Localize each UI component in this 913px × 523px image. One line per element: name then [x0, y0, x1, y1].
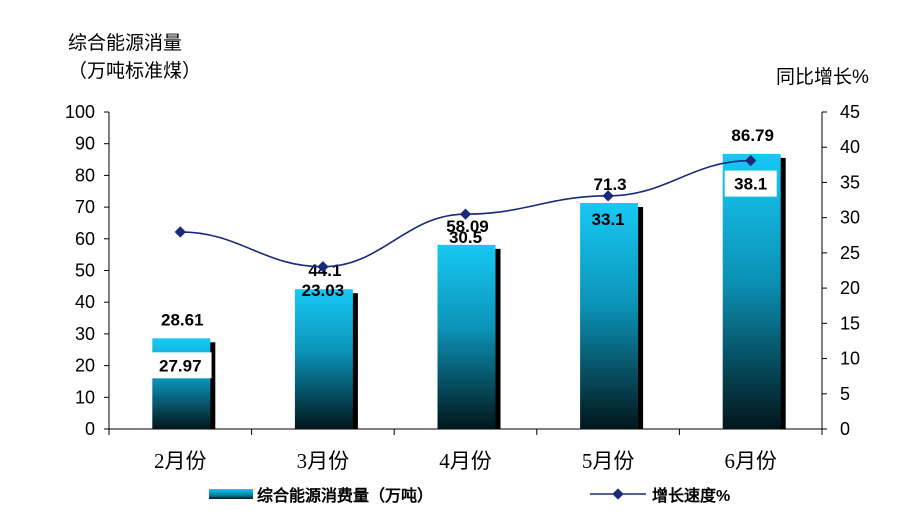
right-tick-label: 25	[840, 243, 860, 263]
left-tick-label: 0	[85, 419, 95, 439]
legend-bar-swatch	[209, 489, 253, 499]
x-category-label: 6月份	[724, 449, 777, 473]
x-category-label: 5月份	[582, 449, 635, 473]
legend-line-swatch	[590, 488, 646, 500]
left-tick-label: 90	[75, 134, 95, 154]
right-tick-label: 20	[840, 278, 860, 298]
legend-item-bar-series: 综合能源消费量（万吨）	[209, 482, 433, 506]
left-tick-label: 20	[75, 356, 95, 376]
x-category-label: 2月份	[154, 449, 207, 473]
right-tick-label: 5	[840, 384, 850, 404]
growth-value-label: 38.1	[734, 175, 767, 194]
growth-value-label: 23.03	[302, 281, 345, 300]
bar	[437, 244, 496, 429]
growth-value-label: 33.1	[592, 210, 625, 229]
bar	[722, 153, 781, 429]
x-category-label: 4月份	[439, 449, 492, 473]
left-axis-title-line-1: 综合能源消量	[68, 33, 183, 54]
growth-point	[745, 154, 757, 167]
growth-point	[317, 261, 329, 273]
left-tick-label: 30	[75, 324, 95, 344]
bar-value-label: 86.79	[731, 126, 774, 145]
growth-point	[459, 208, 472, 220]
right-tick-label: 30	[840, 208, 860, 228]
bar	[152, 338, 211, 429]
x-category-label: 3月份	[297, 449, 350, 473]
right-axis-title: 同比增长%	[776, 67, 869, 88]
growth-point	[602, 190, 614, 202]
left-tick-label: 60	[75, 229, 95, 249]
growth-value-label: 30.5	[449, 228, 482, 247]
legend-bar-label: 综合能源消费量（万吨）	[257, 488, 434, 505]
left-axis-title-line-2: （万吨标准煤）	[68, 61, 202, 82]
left-axis-title: 综合能源消量 （万吨标准煤）	[68, 30, 201, 86]
growth-value-label: 27.97	[159, 356, 202, 375]
growth-point	[174, 226, 186, 238]
right-tick-label: 0	[840, 419, 850, 439]
left-tick-label: 40	[75, 292, 95, 312]
legend-line-label: 增长速度%	[652, 488, 731, 505]
bar-value-label: 28.61	[161, 310, 204, 329]
growth-label-box	[724, 170, 777, 197]
legend-item-line-series: 增长速度%	[590, 482, 730, 506]
bar	[294, 289, 353, 429]
right-tick-label: 45	[840, 102, 860, 122]
right-tick-label: 15	[840, 313, 860, 333]
left-tick-label: 50	[75, 261, 95, 281]
bar-value-label: 71.3	[594, 175, 627, 194]
bar	[580, 202, 639, 429]
right-tick-label: 35	[840, 172, 860, 192]
bar-value-label: 58.09	[446, 217, 489, 236]
left-tick-label: 100	[65, 102, 95, 122]
left-tick-label: 10	[75, 387, 95, 407]
left-tick-label: 80	[75, 165, 95, 185]
right-tick-label: 10	[840, 349, 860, 369]
growth-label-box	[149, 352, 212, 379]
left-tick-label: 70	[75, 197, 95, 217]
right-tick-label: 40	[840, 137, 860, 157]
